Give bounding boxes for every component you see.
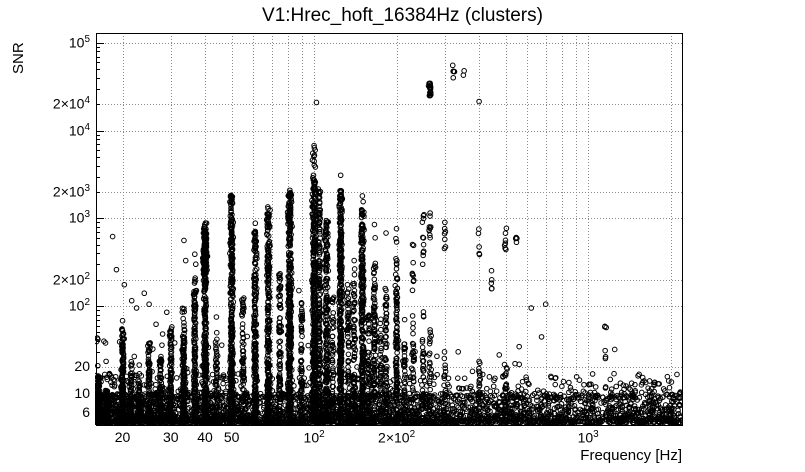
x-axis-title: Frequency [Hz] [580, 447, 682, 464]
y-tick-label: 10 [74, 384, 90, 401]
chart-title: V1:Hrec_hoft_16384Hz (clusters) [262, 5, 543, 26]
y-tick-label: 105 [68, 33, 90, 51]
x-tick-label: 50 [223, 429, 240, 445]
x-tick-label: 103 [577, 429, 599, 446]
x-tick-label: 2×102 [378, 429, 416, 446]
x-tick-label: 20 [114, 429, 131, 445]
y-tick-label: 2×102 [52, 270, 90, 288]
x-tick-label: 30 [163, 429, 179, 445]
y-tick-label: 2×104 [52, 95, 90, 112]
x-tick-label: 40 [197, 429, 213, 445]
y-tick-label: 2×103 [52, 182, 90, 200]
y-tick-label: 102 [68, 297, 90, 314]
y-tick-label: 20 [74, 358, 90, 375]
y-tick-label: 6 [82, 404, 90, 421]
x-tick-label: 102 [303, 429, 325, 446]
y-tick-label: 103 [68, 209, 90, 227]
y-tick-label: 104 [68, 121, 90, 139]
